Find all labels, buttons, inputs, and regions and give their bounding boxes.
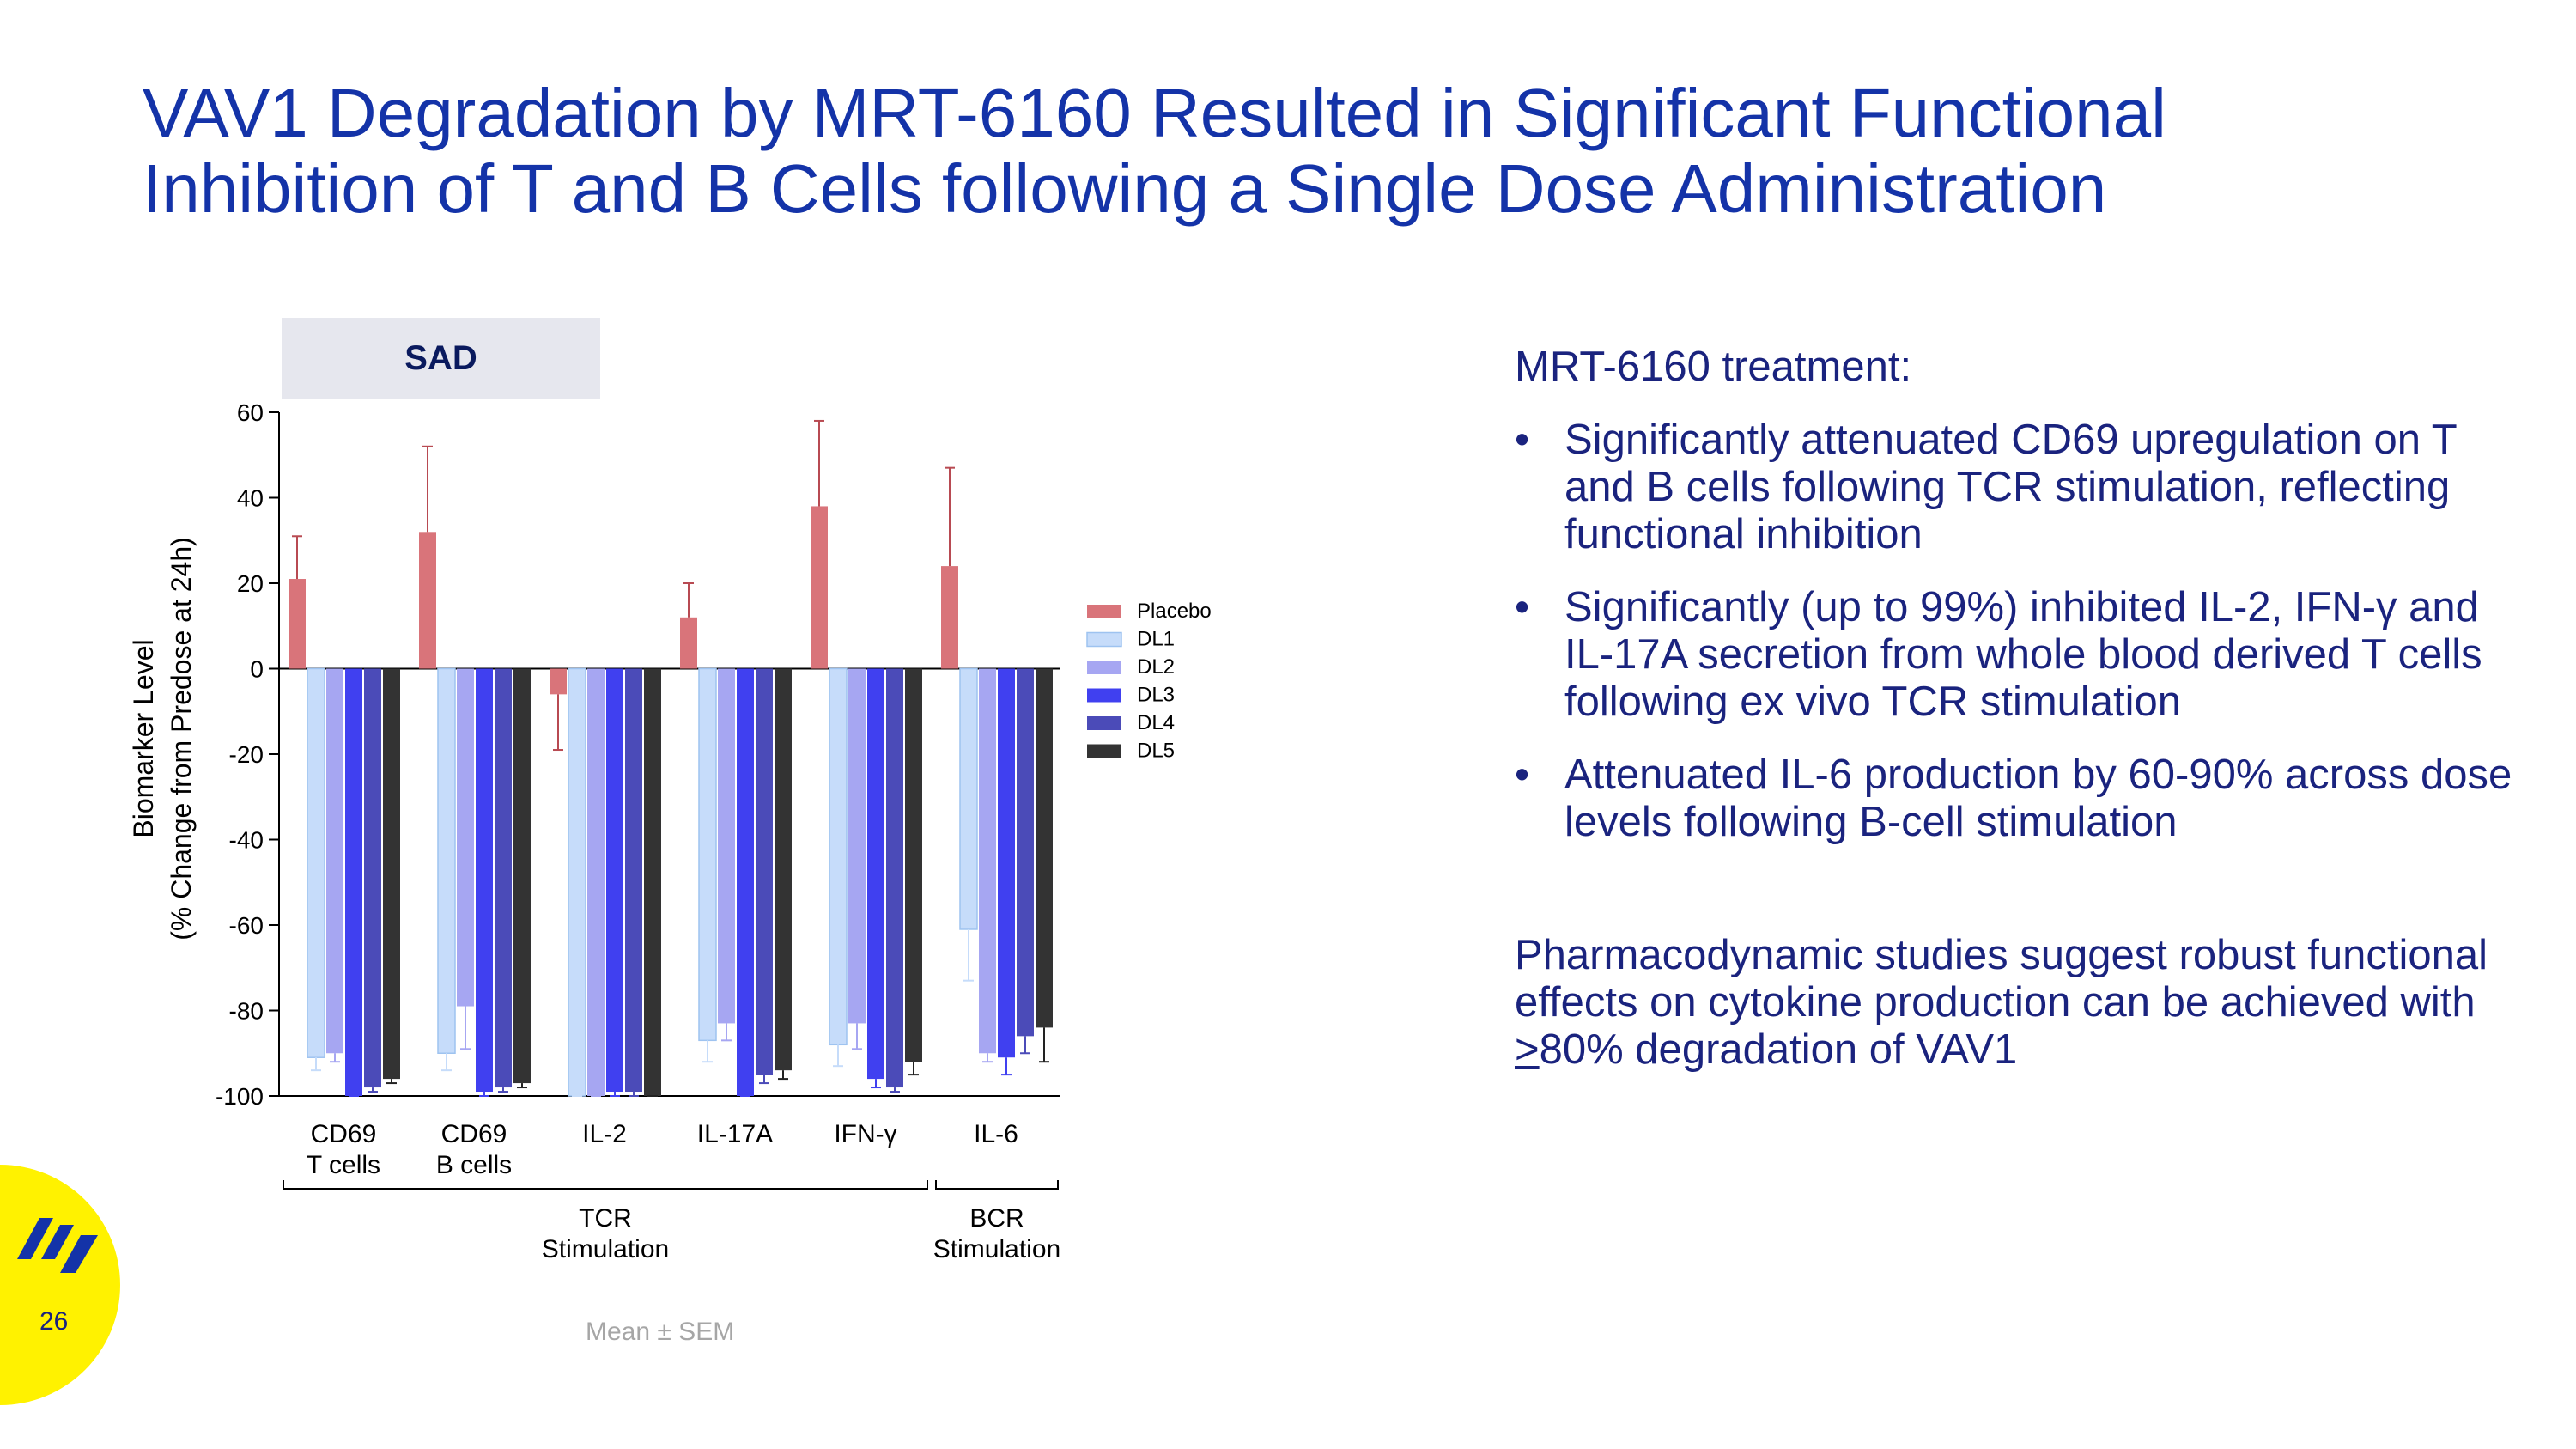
group-bracket <box>283 1180 928 1190</box>
bar-dl2 <box>979 668 996 1054</box>
bar-dl1 <box>829 667 848 1046</box>
slide-title-line-1: VAV1 Degradation by MRT-6160 Resulted in… <box>143 75 2166 151</box>
bar-dl1 <box>959 667 978 930</box>
legend-label-dl3: DL3 <box>1137 684 1175 707</box>
y-axis-title-line-1: Biomarker Level <box>128 639 159 837</box>
summary-closing-end: 80% degradation of VAV1 <box>1539 1026 2018 1073</box>
x-tick-label-line-2: T cells <box>307 1151 380 1179</box>
bar-dl5 <box>775 668 792 1071</box>
bar-placebo <box>941 566 958 669</box>
sad-panel-label: SAD <box>282 318 600 399</box>
bar-dl3 <box>345 668 362 1096</box>
y-tick-label: 60 <box>237 399 264 426</box>
bar-dl2 <box>848 668 866 1024</box>
bar-dl5 <box>905 668 922 1062</box>
legend-swatch-dl5 <box>1087 744 1121 758</box>
legend-label-dl1: DL1 <box>1137 628 1175 651</box>
bar-placebo <box>811 506 828 669</box>
summary-bullet: Significantly attenuated CD69 upregulati… <box>1515 417 2528 558</box>
y-tick-label: 40 <box>237 485 264 512</box>
bar-dl1 <box>437 667 456 1054</box>
summary-bullet: Significantly (up to 99%) inhibited IL-2… <box>1515 584 2528 726</box>
y-tick-label: 20 <box>237 570 264 597</box>
bar-dl2 <box>718 668 735 1024</box>
x-tick-label: IFN-γ <box>834 1120 896 1148</box>
legend-label-dl4: DL4 <box>1137 711 1175 734</box>
group-label-line-2: Stimulation <box>933 1235 1060 1263</box>
company-logo-icon <box>17 1218 98 1273</box>
bar-dl3 <box>998 668 1015 1058</box>
bar-dl2 <box>326 668 343 1054</box>
y-tick-label: -100 <box>216 1083 264 1110</box>
legend-swatch-dl3 <box>1087 688 1121 703</box>
summary-closing-text: Pharmacodynamic studies suggest robust f… <box>1515 932 2488 1026</box>
x-tick-label: CD69 <box>311 1120 377 1148</box>
biomarker-bar-chart: 60 40 20 0 -20 -40 -60 -80 -100 Biomarker Level (%… <box>128 399 1212 1263</box>
y-tick-label: -20 <box>229 741 264 768</box>
legend-swatch-dl4 <box>1087 716 1121 730</box>
bar-dl1 <box>307 667 325 1058</box>
legend-swatch-dl1 <box>1086 631 1122 648</box>
y-tick-label: -60 <box>229 912 264 939</box>
page-number: 26 <box>39 1307 69 1336</box>
bar-dl3 <box>476 668 493 1093</box>
bar-dl5 <box>1036 668 1053 1028</box>
bar-dl3 <box>737 668 754 1096</box>
slide-title: VAV1 Degradation by MRT-6160 Resulted in… <box>143 76 2461 227</box>
slide-title-line-2: Inhibition of T and B Cells following a … <box>143 150 2107 227</box>
bar-dl4 <box>1017 668 1034 1037</box>
bar-dl4 <box>756 668 773 1075</box>
bar-dl5 <box>644 668 661 1096</box>
bar-dl4 <box>495 668 512 1088</box>
bar-dl4 <box>886 668 903 1088</box>
bar-dl2 <box>457 668 474 1007</box>
y-tick-label: 0 <box>250 656 264 683</box>
group-label-line-1: BCR <box>969 1204 1024 1233</box>
group-bracket <box>935 1180 1059 1190</box>
bar-dl3 <box>606 668 623 1093</box>
y-tick-label: -40 <box>229 827 264 854</box>
bar-dl4 <box>364 668 381 1088</box>
legend-swatch-placebo <box>1087 605 1121 618</box>
bar-dl1 <box>568 667 586 1097</box>
summary-closing-symbol: > <box>1515 1026 1540 1073</box>
bar-dl5 <box>383 668 400 1080</box>
x-tick-label: IL-17A <box>697 1120 773 1148</box>
summary-closing: Pharmacodynamic studies suggest robust f… <box>1515 932 2528 1074</box>
legend-swatch-dl2 <box>1087 661 1121 674</box>
summary-bullet: Attenuated IL-6 production by 60-90% acr… <box>1515 752 2528 846</box>
bar-dl4 <box>625 668 642 1093</box>
x-tick-label: CD69 <box>441 1120 507 1148</box>
summary-bullet-list: Significantly attenuated CD69 upregulati… <box>1515 417 2528 846</box>
bar-placebo <box>419 532 436 669</box>
legend-label-dl2: DL2 <box>1137 655 1175 679</box>
x-tick-label: IL-2 <box>582 1120 627 1148</box>
bar-dl3 <box>867 668 884 1080</box>
bar-placebo <box>550 668 567 695</box>
summary-lead: MRT-6160 treatment: <box>1515 344 1912 390</box>
x-tick-label: IL-6 <box>974 1120 1018 1148</box>
group-label-line-2: Stimulation <box>542 1235 669 1263</box>
bar-dl2 <box>587 668 605 1096</box>
x-tick-label-line-2: B cells <box>436 1151 512 1179</box>
bar-placebo <box>289 579 306 669</box>
group-label-line-1: TCR <box>579 1204 632 1233</box>
footnote: Mean ± SEM <box>586 1318 735 1346</box>
bar-dl5 <box>513 668 531 1084</box>
y-tick-label: -80 <box>229 998 264 1025</box>
treatment-summary: MRT-6160 treatment: Significantly attenu… <box>1515 344 2528 1116</box>
legend-label-placebo: Placebo <box>1137 600 1212 623</box>
y-axis-title-line-2: (% Change from Predose at 24h) <box>166 537 197 941</box>
bar-placebo <box>680 617 697 669</box>
legend-label-dl5: DL5 <box>1137 740 1175 763</box>
bar-dl1 <box>698 667 717 1042</box>
